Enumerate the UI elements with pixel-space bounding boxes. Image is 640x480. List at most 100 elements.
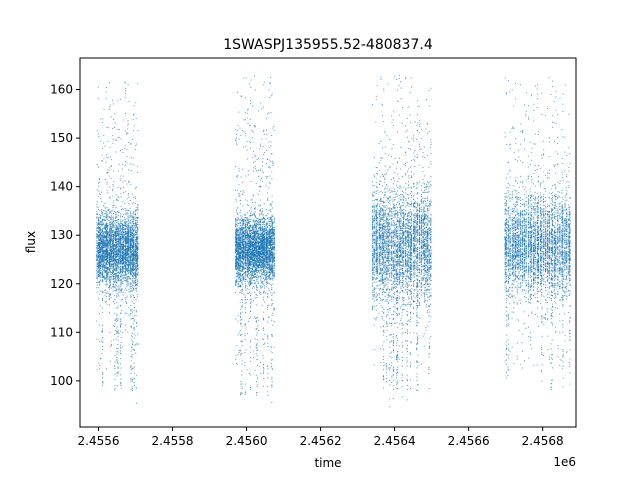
data-point xyxy=(116,261,118,263)
data-point xyxy=(118,239,120,241)
data-point xyxy=(112,260,114,262)
data-point xyxy=(132,224,134,226)
data-point xyxy=(122,225,124,227)
data-point xyxy=(101,249,103,251)
data-point xyxy=(240,265,242,267)
data-point xyxy=(240,286,242,288)
data-point xyxy=(115,242,117,243)
data-point xyxy=(124,289,126,291)
data-point xyxy=(116,234,118,236)
data-point xyxy=(122,220,124,222)
data-point xyxy=(132,261,134,263)
data-point xyxy=(114,122,116,124)
data-point xyxy=(96,291,98,293)
data-point xyxy=(134,232,136,234)
data-point xyxy=(102,235,104,237)
data-point xyxy=(107,172,109,174)
data-point xyxy=(130,234,132,236)
data-point xyxy=(128,209,130,211)
data-point xyxy=(130,232,132,234)
data-point xyxy=(137,248,139,250)
data-point xyxy=(241,325,243,327)
data-point xyxy=(128,288,130,290)
data-point xyxy=(110,296,112,298)
data-point xyxy=(241,275,243,277)
data-point xyxy=(125,250,127,252)
data-point xyxy=(122,226,124,228)
data-point xyxy=(106,257,108,259)
data-point xyxy=(109,233,111,235)
data-point xyxy=(133,197,135,199)
data-point xyxy=(106,276,108,278)
data-point xyxy=(235,269,237,271)
data-point xyxy=(133,254,135,256)
data-point xyxy=(120,352,122,354)
data-point xyxy=(99,230,101,232)
data-point xyxy=(133,366,135,368)
data-point xyxy=(241,370,243,372)
data-point xyxy=(105,278,107,280)
data-point xyxy=(120,265,122,267)
data-point xyxy=(235,219,237,220)
data-point xyxy=(116,282,118,284)
data-point xyxy=(116,221,118,223)
data-point xyxy=(235,200,237,202)
data-point xyxy=(133,273,135,275)
data-point xyxy=(101,263,103,265)
data-point xyxy=(130,252,132,254)
data-point xyxy=(126,221,128,223)
data-point xyxy=(113,212,114,214)
data-point xyxy=(117,259,119,261)
data-point xyxy=(107,246,109,248)
data-point xyxy=(106,256,108,258)
data-point xyxy=(117,247,119,249)
data-point xyxy=(96,249,98,251)
data-point xyxy=(131,290,133,292)
data-point xyxy=(96,271,98,273)
data-point xyxy=(237,267,239,269)
data-point xyxy=(98,269,100,271)
data-point xyxy=(102,292,104,294)
data-point xyxy=(137,204,139,206)
data-point xyxy=(118,237,120,239)
data-point xyxy=(132,295,134,297)
data-point xyxy=(110,221,112,223)
data-point xyxy=(126,242,128,244)
data-point xyxy=(97,234,99,236)
data-point xyxy=(240,239,242,241)
data-point xyxy=(130,312,132,314)
data-point xyxy=(134,285,136,287)
data-point xyxy=(135,196,137,198)
data-point xyxy=(131,356,133,358)
data-point xyxy=(236,228,238,230)
data-point xyxy=(103,205,105,207)
data-point xyxy=(240,135,242,137)
data-point xyxy=(136,294,138,296)
data-point xyxy=(115,329,117,331)
data-point xyxy=(131,193,133,195)
data-point xyxy=(103,265,105,267)
data-point xyxy=(101,154,103,156)
data-point xyxy=(96,241,98,243)
data-point xyxy=(122,149,124,151)
data-point xyxy=(99,255,101,257)
data-point xyxy=(135,249,137,251)
data-point xyxy=(109,196,111,198)
data-point xyxy=(133,280,135,282)
data-point xyxy=(238,278,240,280)
data-point xyxy=(107,239,109,241)
data-point xyxy=(96,246,98,248)
data-point xyxy=(241,299,243,301)
data-point xyxy=(136,267,138,269)
data-point xyxy=(101,290,103,292)
data-point xyxy=(110,226,112,228)
data-point xyxy=(104,225,106,227)
data-point xyxy=(137,272,139,274)
data-point xyxy=(114,272,116,274)
data-point xyxy=(107,272,109,274)
data-point xyxy=(235,358,237,360)
data-point xyxy=(112,209,114,211)
data-point xyxy=(133,250,135,252)
data-point xyxy=(126,247,128,249)
data-point xyxy=(127,120,129,122)
